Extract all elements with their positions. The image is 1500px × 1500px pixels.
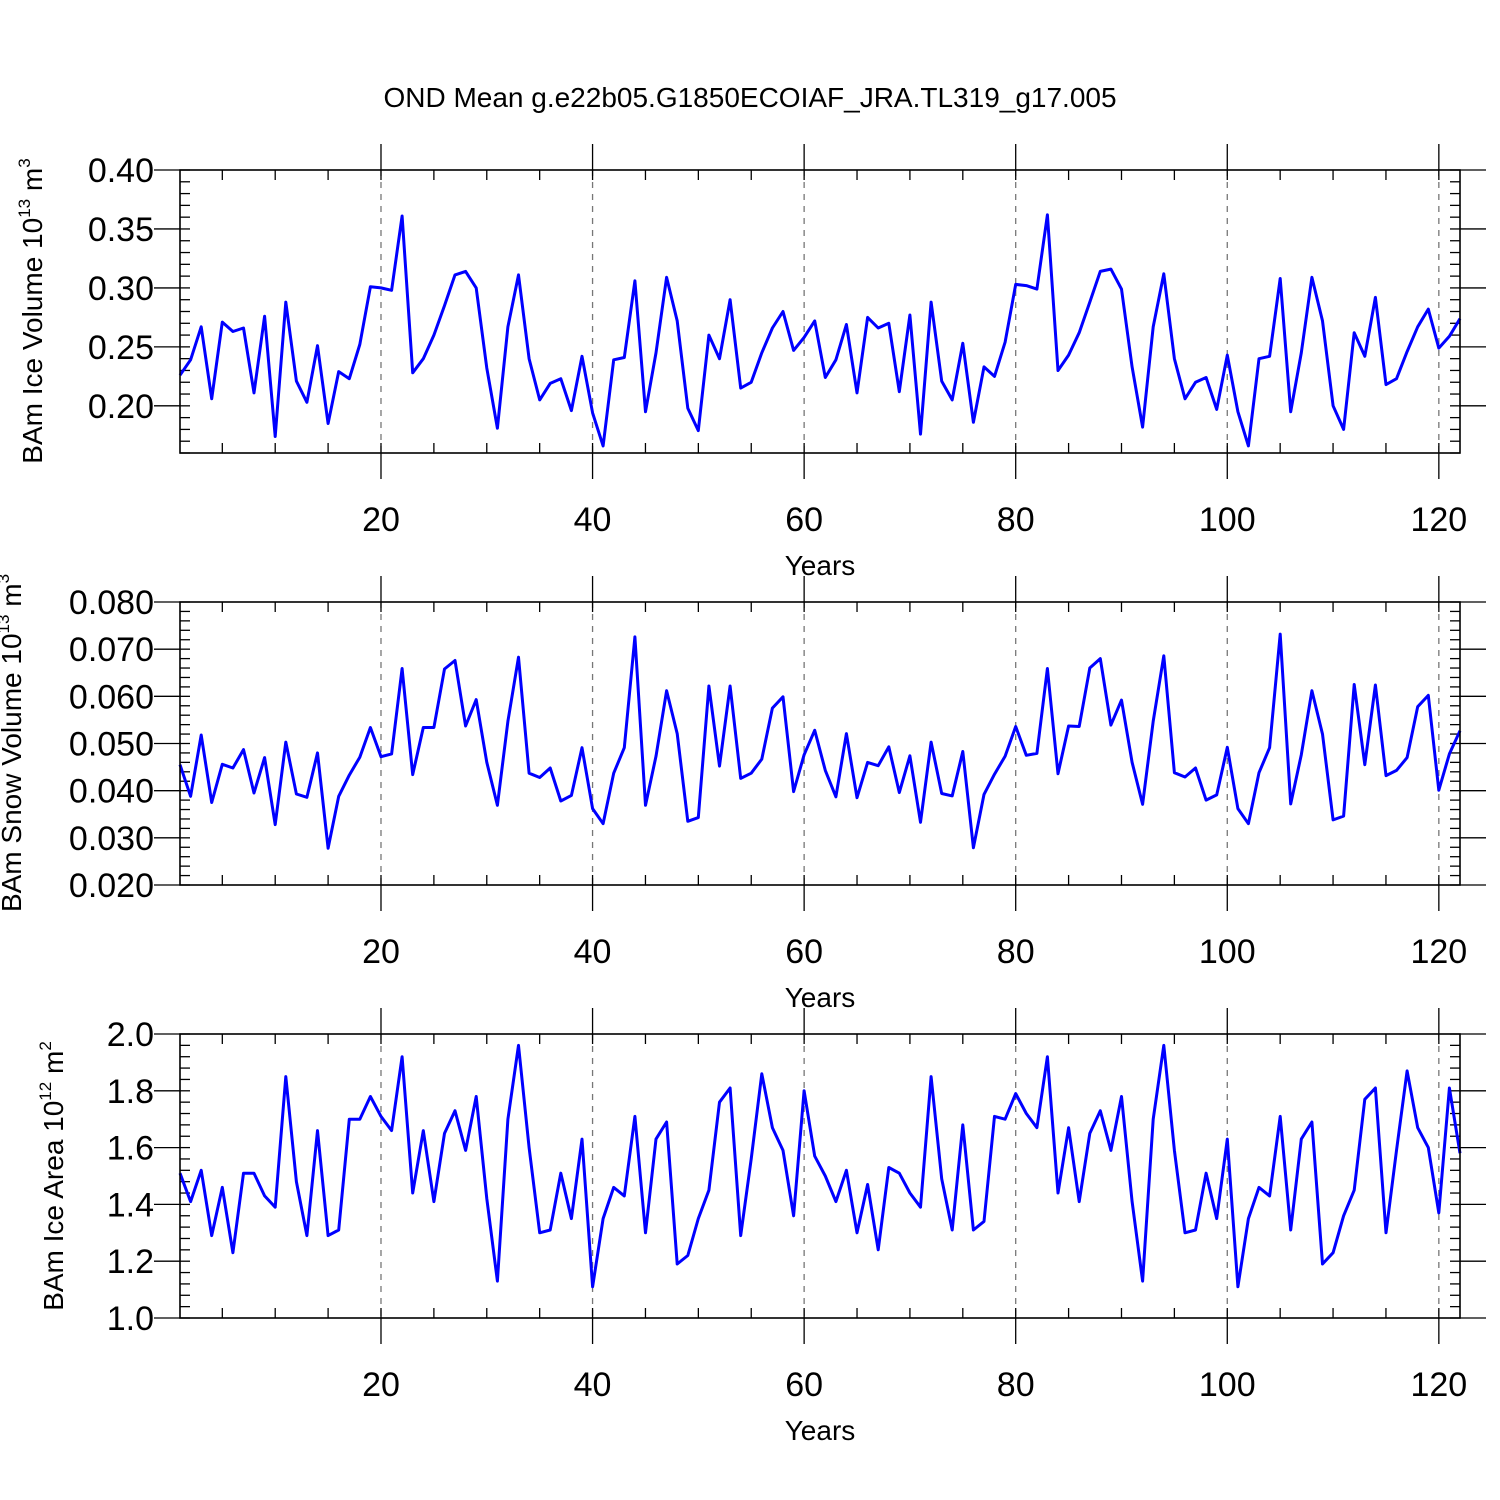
x-tick-label: 80 (997, 501, 1035, 539)
x-tick-label: 120 (1410, 1366, 1467, 1404)
series-line-ice-area (178, 1043, 1462, 1289)
plot-frame (179, 169, 1461, 454)
y-label-unit: m (0, 583, 27, 614)
y-label-main: BAm Snow Volume 10 (0, 633, 27, 912)
x-tick-label: 20 (362, 1366, 400, 1404)
x-tick-label: 60 (785, 501, 823, 539)
x-tick-label: 60 (785, 933, 823, 971)
y-tick-label: 0.25 (88, 329, 154, 367)
y-label-exponent: 13 (0, 615, 13, 634)
y-label-unit-exponent: 3 (15, 158, 34, 167)
x-axis-label: Years (785, 1415, 856, 1446)
y-axis-label: BAm Ice Area 1012 m2 (36, 1041, 69, 1311)
y-tick-label: 1.0 (107, 1300, 154, 1338)
series-line-snow-volume (178, 632, 1462, 850)
plot-frame (179, 1033, 1461, 1319)
y-tick-label: 0.30 (88, 270, 154, 308)
figure-title: OND Mean g.e22b05.G1850ECOIAF_JRA.TL319_… (383, 82, 1116, 113)
y-tick-label: 1.6 (107, 1130, 154, 1168)
y-label-exponent: 13 (15, 199, 34, 218)
panel-2: 0.020 0.030 0.040 0.050 0.060 0.070 0.080 20 40 6… (0, 574, 1486, 1013)
panels: 0.20 0.25 0.30 0.35 0.40 20 40 60 80 100 120 Years B… (0, 144, 1486, 1446)
y-tick-label: 1.8 (107, 1073, 154, 1111)
y-label-main: BAm Ice Volume 10 (17, 218, 48, 464)
y-tick-label: 1.2 (107, 1243, 154, 1281)
y-tick-label: 0.060 (69, 678, 154, 716)
x-tick-label: 60 (785, 1366, 823, 1404)
y-tick-label: 0.35 (88, 211, 154, 249)
x-tick-label: 40 (574, 501, 612, 539)
y-label-main: BAm Ice Area 10 (38, 1101, 69, 1311)
y-tick-label: 2.0 (107, 1016, 154, 1054)
x-tick-label: 20 (362, 933, 400, 971)
y-tick-label: 0.20 (88, 388, 154, 426)
x-tick-label: 40 (574, 933, 612, 971)
y-tick-label: 0.080 (69, 584, 154, 622)
x-tick-label: 20 (362, 501, 400, 539)
y-tick-label: 0.030 (69, 820, 154, 858)
y-axis-label: BAm Ice Volume 1013 m3 (15, 158, 48, 463)
x-tick-label: 120 (1410, 501, 1467, 539)
panel-3: 1.0 1.2 1.4 1.6 1.8 2.0 20 40 60 80 100 120 Years BAm… (36, 1008, 1486, 1446)
y-tick-label: 1.4 (107, 1186, 154, 1224)
x-tick-label: 100 (1199, 1366, 1256, 1404)
y-tick-label: 0.070 (69, 631, 154, 669)
y-tick-label: 0.40 (88, 152, 154, 190)
y-tick-label: 0.020 (69, 867, 154, 905)
x-tick-label: 120 (1410, 933, 1467, 971)
x-axis-label: Years (785, 550, 856, 581)
y-axis-label: BAm Snow Volume 1013 m3 (0, 574, 27, 912)
x-tick-label: 100 (1199, 501, 1256, 539)
x-tick-label: 80 (997, 1366, 1035, 1404)
plot-frame (179, 601, 1461, 886)
y-label-unit: m (17, 168, 48, 199)
series-line-ice-volume (178, 213, 1462, 448)
y-label-unit: m (38, 1051, 69, 1082)
y-label-exponent: 12 (36, 1082, 55, 1101)
x-tick-label: 80 (997, 933, 1035, 971)
y-label-unit-exponent: 3 (0, 574, 13, 583)
y-tick-label: 0.050 (69, 726, 154, 764)
y-label-unit-exponent: 2 (36, 1041, 55, 1050)
x-tick-label: 40 (574, 1366, 612, 1404)
panel-1: 0.20 0.25 0.30 0.35 0.40 20 40 60 80 100 120 Years B… (15, 144, 1486, 581)
x-tick-label: 100 (1199, 933, 1256, 971)
x-axis-label: Years (785, 982, 856, 1013)
y-tick-label: 0.040 (69, 773, 154, 811)
